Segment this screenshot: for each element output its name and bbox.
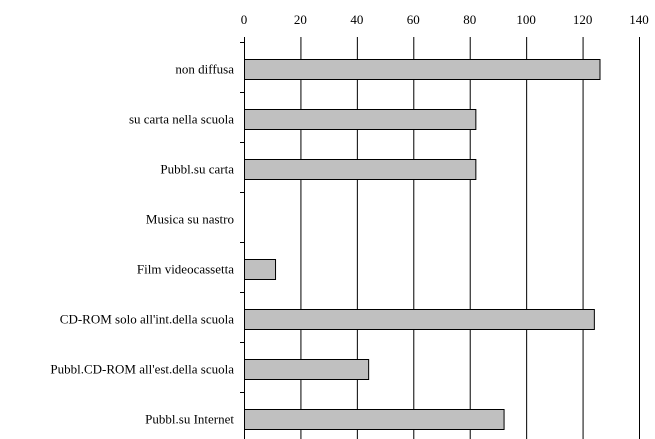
bar [244,109,477,130]
bars-layer [244,59,601,430]
category-label: Pubbl.su carta [160,162,234,177]
x-tick-label: 40 [350,12,363,27]
x-tick-label: 60 [407,12,420,27]
category-label: non diffusa [175,62,234,77]
x-tick-label: 0 [241,12,248,27]
x-tick-label: 140 [629,12,649,27]
category-label: Musica su nastro [146,212,234,227]
x-tick-label: 120 [573,12,593,27]
x-tick-label: 100 [516,12,536,27]
bar [244,259,277,280]
category-label: su carta nella scuola [129,112,234,127]
category-label: CD-ROM solo all'int.della scuola [60,312,234,327]
x-tick-label: 20 [294,12,307,27]
axis-layer [240,37,640,439]
x-tick-label: 80 [463,12,476,27]
category-labels: non diffusa su carta nella scuola Pubbl.su… [50,62,234,427]
bar [244,359,370,380]
category-label: Film videocassetta [137,262,234,277]
bar [244,59,601,80]
bar [244,409,505,430]
x-tick-labels: 0 20 40 60 80 100 120 140 [241,12,649,27]
category-label: Pubbl.CD-ROM all'est.della scuola [50,362,234,377]
bar [244,309,595,330]
bar [244,159,477,180]
category-label: Pubbl.su Internet [145,412,234,427]
grid-layer [300,42,640,439]
